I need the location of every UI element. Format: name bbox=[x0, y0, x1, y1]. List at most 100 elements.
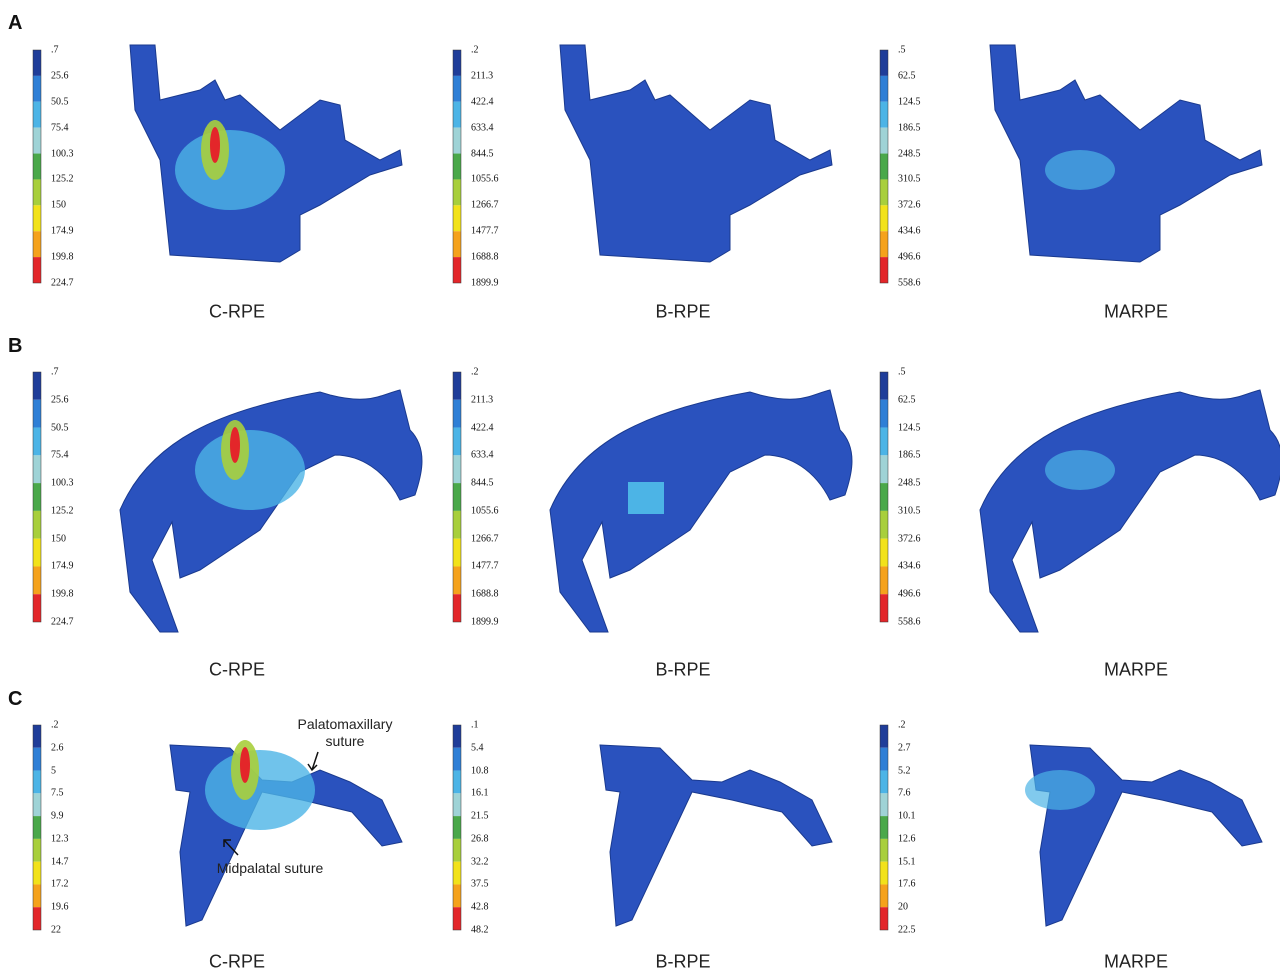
scale-label: 50.5 bbox=[51, 422, 69, 433]
colorbar-segment bbox=[33, 748, 41, 771]
scale-label: 199.8 bbox=[51, 252, 74, 263]
scale-label: 75.4 bbox=[51, 450, 69, 461]
colorbar-segment bbox=[33, 816, 41, 839]
scale-label: 75.4 bbox=[51, 122, 69, 133]
colorbar-segment bbox=[880, 400, 888, 428]
colorbar-segment bbox=[33, 483, 41, 511]
colorbar-segment bbox=[33, 372, 41, 400]
model-shape bbox=[990, 45, 1262, 262]
scale-label: 22.5 bbox=[898, 925, 916, 936]
annotation: Palatomaxillary suture bbox=[290, 716, 400, 750]
scale-label: 224.7 bbox=[51, 278, 74, 289]
colorbar-segment bbox=[453, 748, 461, 771]
scale-label: 844.5 bbox=[471, 478, 494, 489]
colorbar-segment bbox=[453, 539, 461, 567]
colorbar-segment bbox=[453, 793, 461, 816]
scale-label: 422.4 bbox=[471, 422, 494, 433]
scale-label: 125.2 bbox=[51, 174, 74, 185]
scale-label: 10.8 bbox=[471, 765, 489, 776]
scale-label: 310.5 bbox=[898, 174, 921, 185]
scale-label: 496.6 bbox=[898, 589, 921, 600]
scale-label: 42.8 bbox=[471, 902, 489, 913]
colorbar-segment bbox=[453, 483, 461, 511]
scale-label: 16.1 bbox=[471, 788, 489, 799]
colorbar-segment bbox=[33, 455, 41, 483]
scale-label: 248.5 bbox=[898, 478, 921, 489]
scale-label: 558.6 bbox=[898, 617, 921, 628]
panel-caption: MARPE bbox=[1104, 952, 1168, 971]
scale-label: 211.3 bbox=[471, 70, 493, 81]
colorbar-segment bbox=[453, 771, 461, 794]
scale-label: .7 bbox=[51, 367, 59, 378]
scale-label: 17.2 bbox=[51, 879, 69, 890]
model-shape bbox=[980, 390, 1280, 632]
colorbar-segment bbox=[453, 511, 461, 539]
colorbar-segment bbox=[880, 884, 888, 907]
panel-caption: C-RPE bbox=[209, 952, 265, 971]
scale-label: .7 bbox=[51, 45, 59, 56]
colorbar-segment bbox=[453, 179, 461, 205]
panel-caption: C-RPE bbox=[209, 302, 265, 323]
colorbar-segment bbox=[880, 816, 888, 839]
colorbar-segment bbox=[880, 154, 888, 180]
colorbar-segment bbox=[33, 400, 41, 428]
colorbar-segment bbox=[880, 483, 888, 511]
scale-label: 150 bbox=[51, 533, 66, 544]
scale-label: 32.2 bbox=[471, 856, 489, 867]
colorbar-segment bbox=[880, 907, 888, 930]
stress-zone bbox=[1045, 150, 1115, 190]
scale-label: 1477.7 bbox=[471, 226, 499, 237]
colorbar-segment bbox=[33, 862, 41, 885]
colorbar-segment bbox=[880, 428, 888, 456]
panel-caption: B-RPE bbox=[655, 952, 710, 971]
scale-label: 25.6 bbox=[51, 394, 69, 405]
model-shape bbox=[560, 45, 832, 262]
colorbar-segment bbox=[880, 179, 888, 205]
colorbar-segment bbox=[453, 257, 461, 283]
scale-label: 15.1 bbox=[898, 856, 916, 867]
scale-label: 633.4 bbox=[471, 122, 494, 133]
scale-label: 12.3 bbox=[51, 833, 69, 844]
scale-label: 310.5 bbox=[898, 505, 921, 516]
scale-label: .5 bbox=[898, 45, 906, 56]
scale-label: 1477.7 bbox=[471, 561, 499, 572]
colorbar-segment bbox=[33, 884, 41, 907]
stress-zone bbox=[628, 482, 664, 514]
scale-label: 186.5 bbox=[898, 450, 921, 461]
scale-label: 5.4 bbox=[471, 742, 484, 753]
stress-zone bbox=[1045, 450, 1115, 490]
scale-label: 9.9 bbox=[51, 811, 64, 822]
scale-label: 496.6 bbox=[898, 252, 921, 263]
scale-label: 62.5 bbox=[898, 70, 916, 81]
colorbar-segment bbox=[453, 154, 461, 180]
colorbar-segment bbox=[453, 566, 461, 594]
scale-label: 633.4 bbox=[471, 450, 494, 461]
scale-label: 21.5 bbox=[471, 811, 489, 822]
scale-label: 224.7 bbox=[51, 617, 74, 628]
colorbar-segment bbox=[33, 102, 41, 128]
colorbar-segment bbox=[33, 511, 41, 539]
colorbar-segment bbox=[453, 594, 461, 622]
colorbar-segment bbox=[453, 50, 461, 76]
colorbar-segment bbox=[453, 725, 461, 748]
colorbar-segment bbox=[880, 102, 888, 128]
colorbar-segment bbox=[453, 907, 461, 930]
colorbar-segment bbox=[880, 725, 888, 748]
stress-zone bbox=[205, 750, 315, 830]
colorbar-segment bbox=[880, 231, 888, 257]
scale-label: 25.6 bbox=[51, 70, 69, 81]
colorbar-segment bbox=[33, 231, 41, 257]
scale-label: 5.2 bbox=[898, 765, 911, 776]
stress-zone bbox=[1025, 770, 1095, 810]
scale-label: 1688.8 bbox=[471, 589, 499, 600]
colorbar-segment bbox=[880, 839, 888, 862]
scale-label: 248.5 bbox=[898, 148, 921, 159]
colorbar-segment bbox=[880, 257, 888, 283]
colorbar-segment bbox=[880, 455, 888, 483]
scale-label: 2.7 bbox=[898, 742, 911, 753]
colorbar-segment bbox=[453, 884, 461, 907]
model-shape bbox=[550, 390, 852, 632]
colorbar-segment bbox=[33, 205, 41, 231]
scale-label: 199.8 bbox=[51, 589, 74, 600]
colorbar-segment bbox=[33, 793, 41, 816]
